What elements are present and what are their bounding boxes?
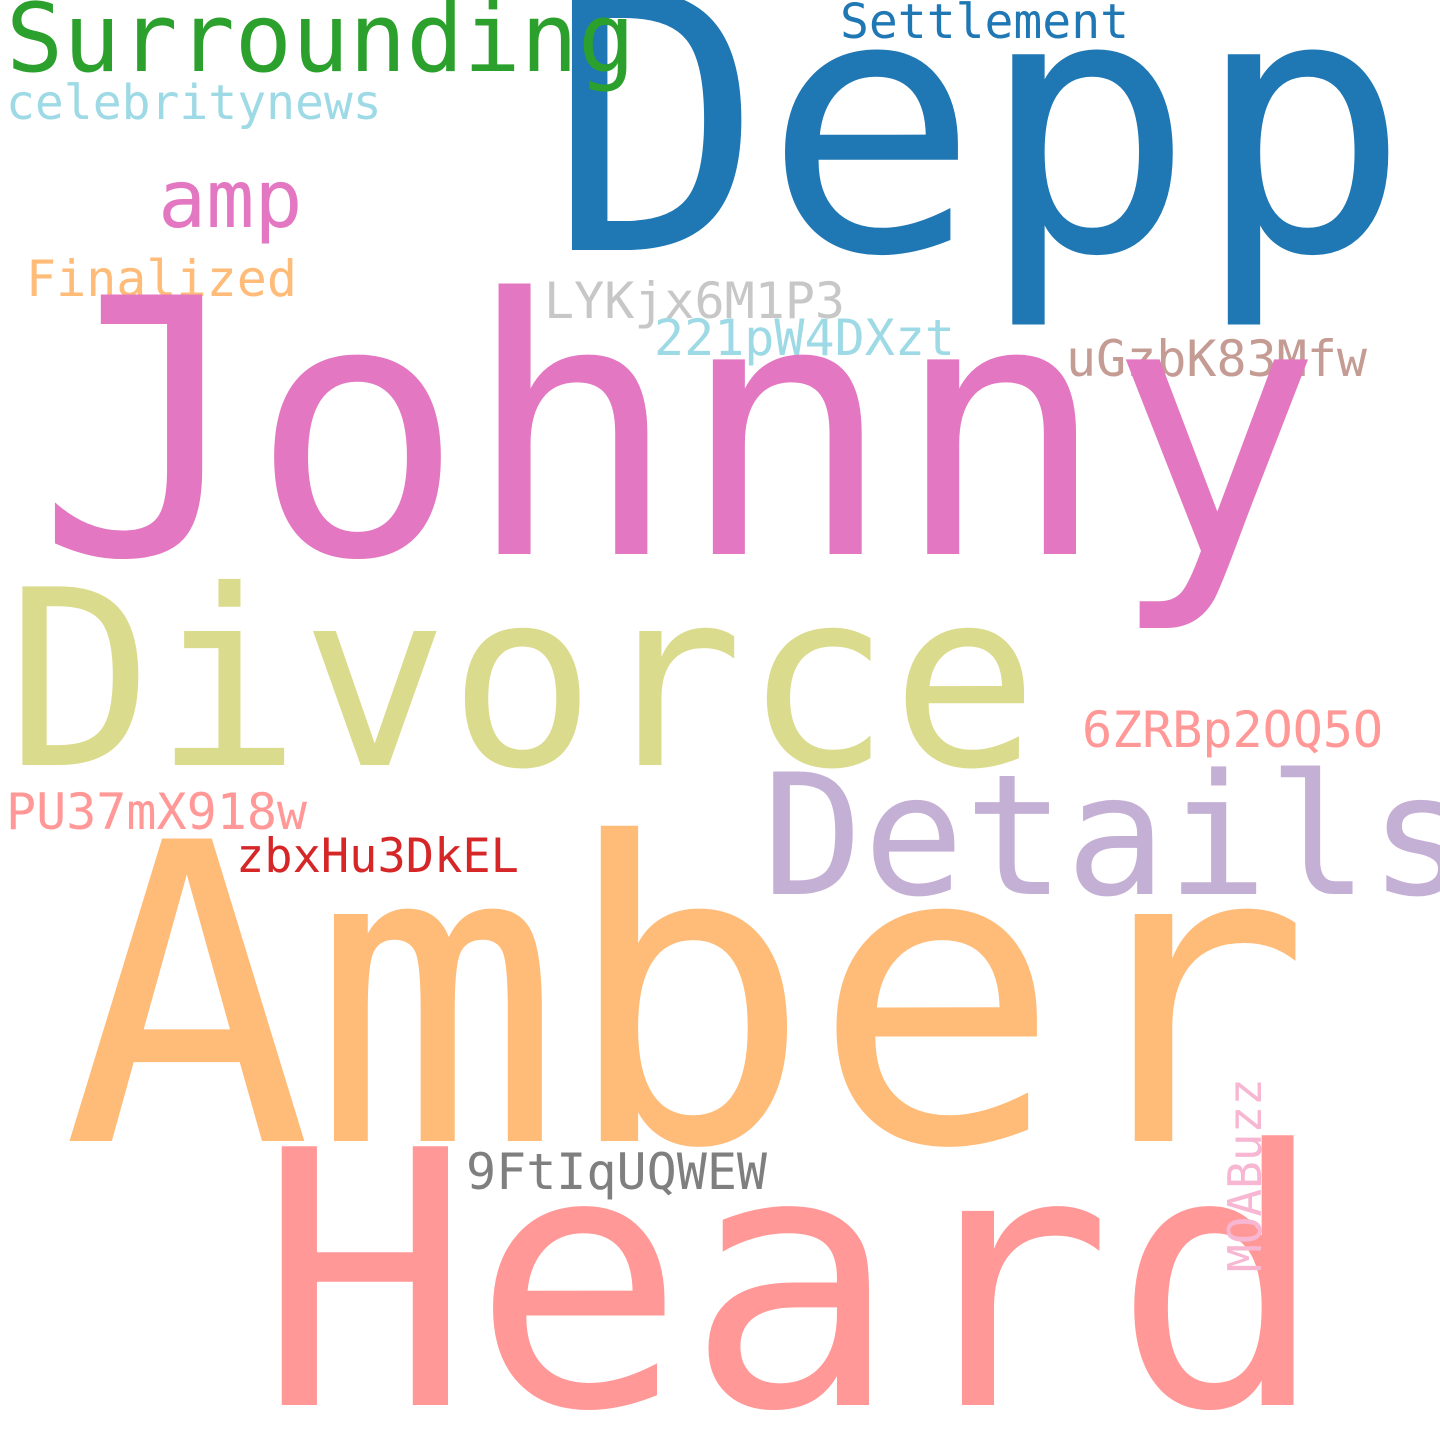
word-lykjx6m1p3: LYKjx6M1P3 — [544, 272, 846, 330]
word-heard: Heard — [258, 1075, 1327, 1440]
word-moabuzz: MOABuzz — [1218, 1078, 1272, 1272]
word-surrounding: Surrounding — [6, 0, 636, 94]
word-johnny: Johnny — [36, 224, 1322, 638]
word-zbxhu3dkel: zbxHu3DkEL — [236, 829, 519, 884]
word-depp: Depp — [548, 0, 1411, 335]
word-celebritynews: celebritynews — [6, 75, 382, 131]
word-amp: amp — [158, 153, 303, 246]
word-6zrbp2oq5o: 6ZRBp2OQ5O — [1082, 701, 1384, 759]
word-finalized: Finalized — [26, 250, 297, 308]
word-settlement: Settlement — [840, 0, 1129, 50]
word-9ftiquqwew: 9FtIqUQWEW — [466, 1143, 768, 1201]
word-amber: Amber — [62, 756, 1312, 1239]
word-divorce: Divorce — [6, 538, 1039, 823]
word-details: Details — [762, 738, 1440, 934]
word-221pw4dxzt: 221pW4DXzt — [654, 309, 956, 367]
word-pu37mx918w: PU37mX918w — [6, 783, 308, 841]
word-ugzbk83mfw: uGzbK83Mfw — [1066, 330, 1368, 388]
